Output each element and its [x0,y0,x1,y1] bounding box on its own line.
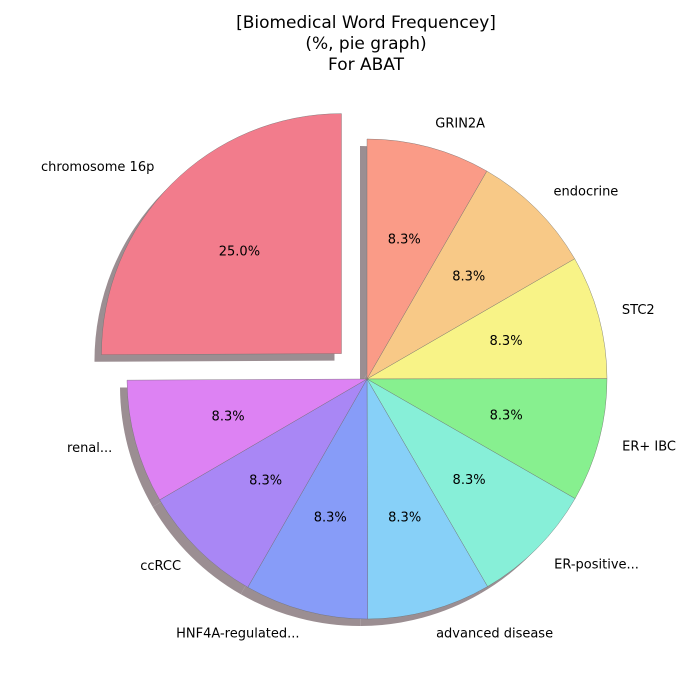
slice-label-chromosome-16p: chromosome 16p [41,160,154,175]
slice-label-ccrcc: ccRCC [140,559,181,574]
slice-label-endocrine: endocrine [554,185,619,200]
chart-title: [Biomedical Word Frequencey] (%, pie gra… [236,13,496,75]
chart-title-line-3: For ABAT [328,55,405,75]
slice-pct-chromosome-16p: 25.0% [219,245,260,260]
pie-slice-renal [126,378,368,501]
pie-slice-hnf4a-regulated [247,378,368,620]
slice-label-renal: renal... [67,441,112,456]
pie-slice-er-ibc [366,378,608,499]
slice-pct-ccrcc: 8.3% [249,474,282,489]
slice-pct-er-positive: 8.3% [453,473,486,488]
chart-title-line-2: (%, pie graph) [305,34,426,54]
chart-title-line-1: [Biomedical Word Frequencey] [236,13,496,33]
slice-label-er-ibc: ER+ IBC [622,439,676,454]
slice-label-stc2: STC2 [622,303,655,318]
pie-slice-advanced-disease [366,378,488,620]
slice-pct-hnf4a-regulated: 8.3% [314,511,347,526]
slice-pct-advanced-disease: 8.3% [388,510,421,525]
pie-slice-er-positive [366,378,576,587]
slice-label-hnf4a-regulated: HNF4A-regulated... [176,627,299,642]
pie-slices [101,113,608,620]
slice-label-advanced-disease: advanced disease [436,626,553,641]
slice-pct-er-ibc: 8.3% [490,409,523,424]
pie-slice-endocrine [366,170,575,380]
slice-pct-renal: 8.3% [212,409,245,424]
slice-pct-stc2: 8.3% [490,334,523,349]
pie-slice-chromosome-16p [101,113,342,355]
pie-slice-ccrcc [159,378,368,588]
slice-label-er-positive: ER-positive... [554,558,639,573]
slice-labels: GRIN2A 8.3% endocrine 8.3% STC2 8.3% ER+ IBC 8.… [41,116,676,641]
slice-pct-endocrine: 8.3% [452,270,485,285]
pie-slice-stc2 [366,258,608,380]
slice-label-grin2a: GRIN2A [435,116,485,131]
pie-slice-grin2a [366,138,488,380]
slice-pct-grin2a: 8.3% [388,232,421,247]
